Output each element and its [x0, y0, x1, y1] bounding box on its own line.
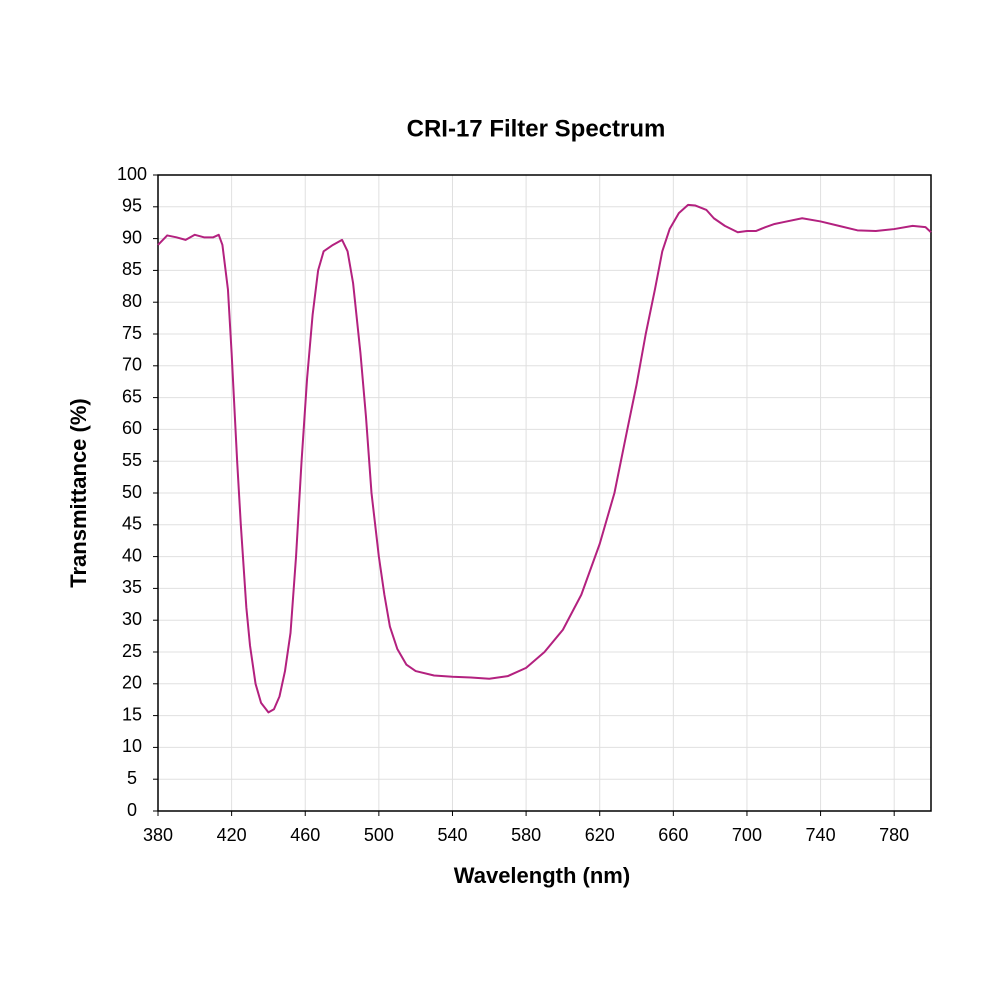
y-tick-label: 5 — [127, 768, 137, 788]
y-tick-label: 10 — [122, 736, 142, 756]
y-tick-label: 100 — [117, 164, 147, 184]
y-tick-label: 20 — [122, 673, 142, 693]
x-tick-label: 500 — [364, 825, 394, 845]
x-tick-label: 540 — [437, 825, 467, 845]
y-tick-label: 75 — [122, 323, 142, 343]
y-tick-label: 30 — [122, 609, 142, 629]
x-tick-label: 780 — [879, 825, 909, 845]
y-tick-label: 90 — [122, 227, 142, 247]
y-tick-label: 55 — [122, 450, 142, 470]
y-tick-label: 65 — [122, 386, 142, 406]
x-tick-label: 460 — [290, 825, 320, 845]
x-tick-label: 660 — [658, 825, 688, 845]
x-tick-label: 740 — [806, 825, 836, 845]
x-tick-label: 420 — [217, 825, 247, 845]
y-tick-label: 95 — [122, 196, 142, 216]
x-tick-label: 580 — [511, 825, 541, 845]
data-line — [157, 203, 932, 714]
y-tick-label: 70 — [122, 355, 142, 375]
chart-title: CRI-17 Filter Spectrum — [407, 115, 666, 142]
y-tick-label: 25 — [122, 641, 142, 661]
x-tick-label: 620 — [585, 825, 615, 845]
y-axis-label: Transmittance (%) — [66, 398, 91, 588]
x-axis-label: Wavelength (nm) — [454, 863, 630, 888]
y-tick-label: 0 — [127, 800, 137, 820]
y-tick-label: 80 — [122, 291, 142, 311]
x-tick-label: 700 — [732, 825, 762, 845]
plot-frame — [157, 174, 932, 812]
y-tick-label: 15 — [122, 704, 142, 724]
y-tick-label: 85 — [122, 259, 142, 279]
y-tick-label: 40 — [122, 545, 142, 565]
y-tick-label: 35 — [122, 577, 142, 597]
y-tick-label: 60 — [122, 418, 142, 438]
y-tick-label: 45 — [122, 514, 142, 534]
y-tick-label: 50 — [122, 482, 142, 502]
x-tick-label: 380 — [143, 825, 173, 845]
